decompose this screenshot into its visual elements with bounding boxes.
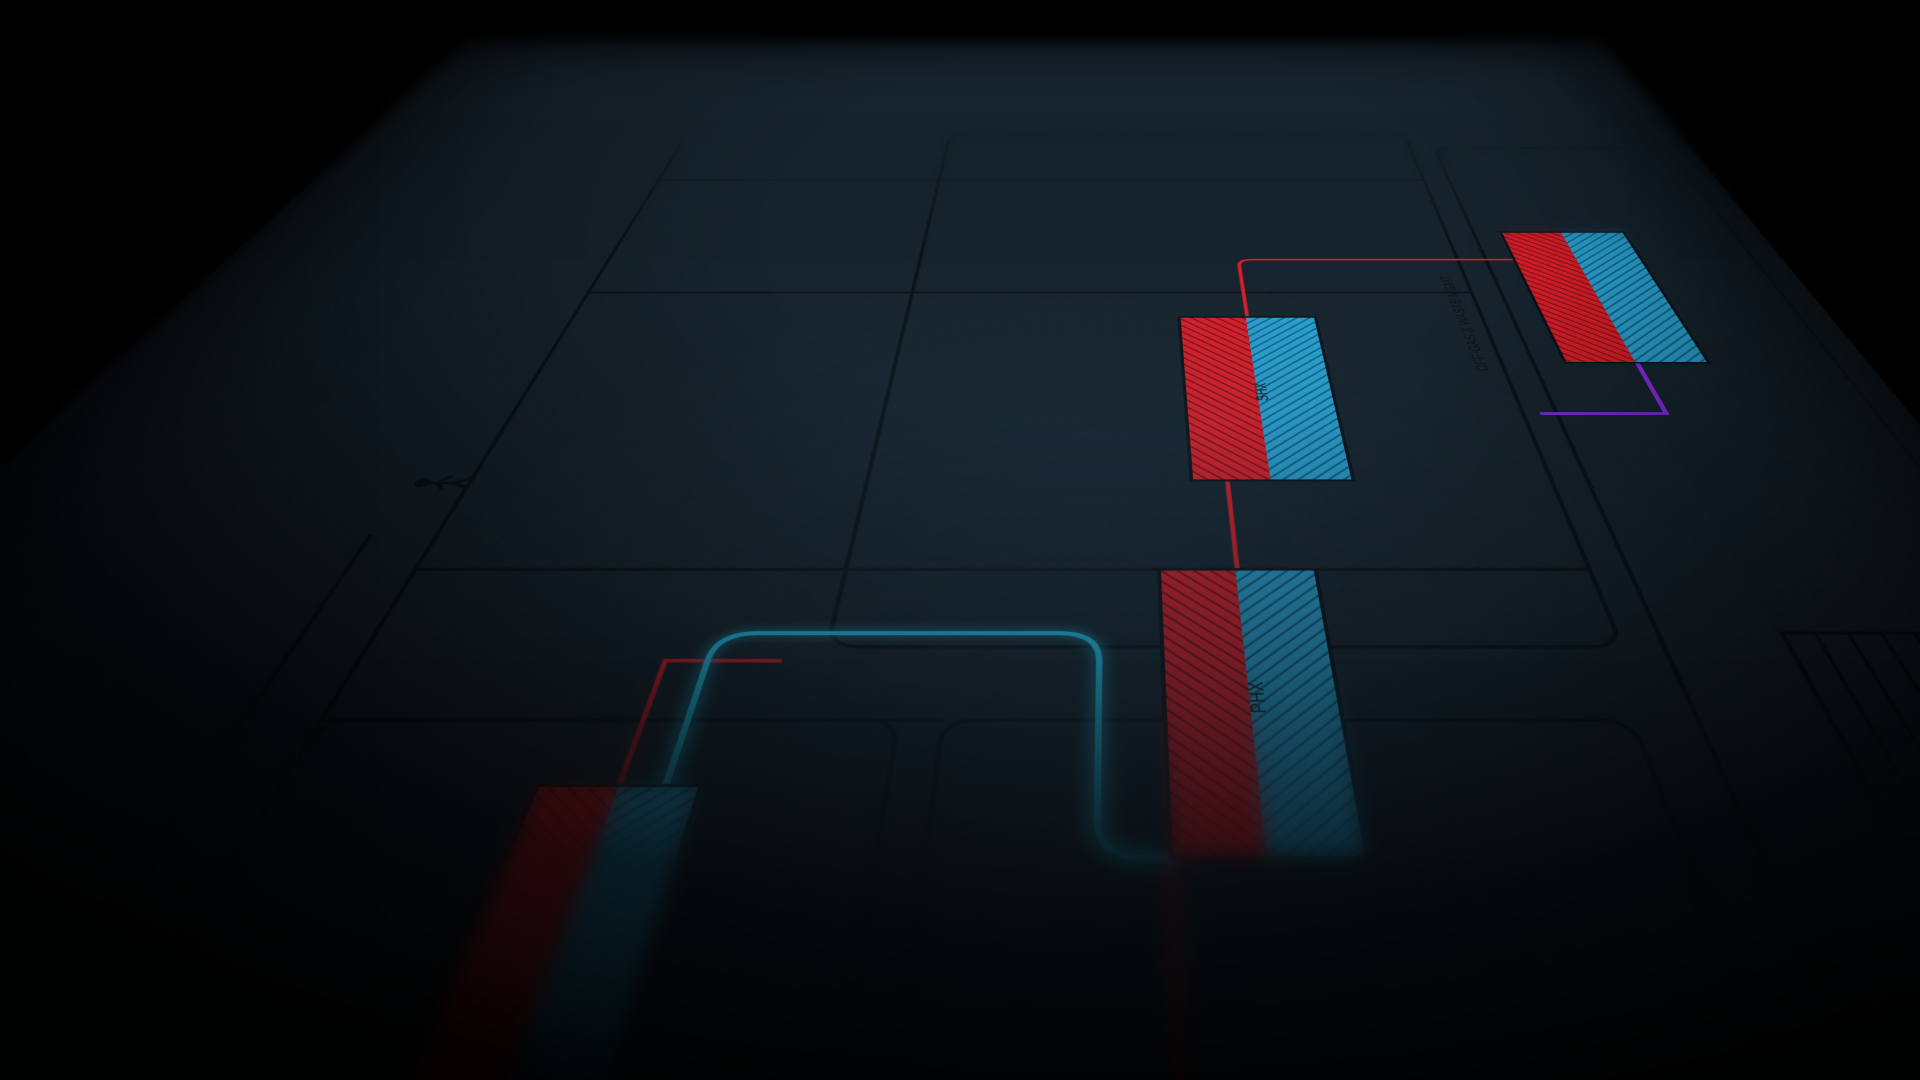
hx1 [388,785,701,1080]
pipe-top-rail-2 [0,534,371,1080]
aux-loop [1517,363,1666,414]
hx2: PHX [1159,569,1368,858]
striped-block-b [1782,633,1920,839]
cool-loop [0,633,1920,1080]
hx3: SHX [1179,317,1353,480]
schematic-svg: LI-4 [0,41,1920,1080]
scene-root: LI-4 [0,0,1920,1080]
striped-block-a [1825,939,1920,1080]
hx2-label: PHX [1245,681,1272,713]
schematic-board: LI-4 [0,41,1920,1080]
hx3-label: SHX [1252,383,1273,401]
person-icon [409,476,475,490]
hx4 [1501,232,1709,363]
